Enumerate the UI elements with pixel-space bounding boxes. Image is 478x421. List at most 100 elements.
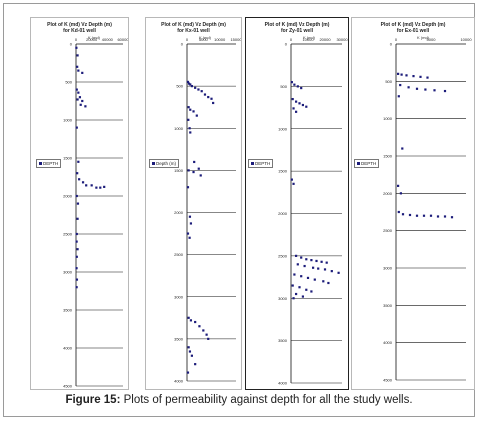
y-tick-label: 1500 — [63, 156, 73, 161]
data-point — [188, 350, 192, 353]
data-point — [298, 286, 301, 289]
data-point — [397, 95, 400, 98]
plot-title-line1: Plot of K (md) Vz Depth (m) — [161, 22, 226, 28]
data-point — [75, 267, 78, 270]
data-point — [212, 101, 215, 105]
y-tick-label: 1500 — [278, 169, 288, 174]
data-point — [76, 248, 79, 251]
plot-title-line2: for Zy-01 well — [281, 28, 313, 34]
data-point — [194, 363, 197, 366]
legend-label: DEPTH — [361, 161, 377, 166]
data-point — [75, 286, 78, 289]
y-tick-label: 0 — [70, 42, 73, 47]
data-point — [193, 160, 196, 164]
y-tick-label: 2000 — [383, 191, 393, 196]
data-point — [79, 103, 82, 106]
data-point — [317, 267, 320, 270]
x-tick-label: 10000 — [214, 37, 226, 42]
data-point — [186, 186, 190, 189]
data-point — [450, 216, 454, 219]
data-point — [76, 202, 80, 205]
data-point — [405, 74, 408, 77]
data-point — [337, 271, 340, 274]
data-point — [293, 273, 296, 276]
y-tick-label: 500 — [65, 80, 72, 85]
plots-panel-row: Plot of K (md) Vz Depth (m) for Kd-01 we… — [9, 9, 477, 390]
caption-text: Plots of permeability against depth for … — [120, 394, 413, 406]
data-point — [407, 86, 410, 89]
data-point — [186, 232, 190, 235]
data-point — [397, 72, 400, 75]
data-point — [310, 259, 313, 262]
data-point — [315, 259, 318, 263]
data-point — [300, 256, 303, 259]
x-tick-label: 5000 — [427, 37, 437, 42]
x-axis-label: K (md) — [417, 35, 429, 40]
data-point — [75, 240, 78, 243]
data-point — [443, 215, 447, 218]
data-point — [323, 268, 327, 271]
y-tick-label: 2000 — [174, 210, 184, 215]
y-tick-label: 500 — [176, 84, 183, 89]
y-tick-label: 3000 — [383, 266, 393, 271]
plot-svg: 0 20000 40000 60000 0 500 1000 1500 2000 2500 3000… — [63, 37, 128, 389]
plot-title-line1: Plot of K (md) Vz Depth (m) — [380, 22, 446, 28]
data-point — [429, 214, 433, 217]
legend-swatch — [251, 162, 254, 166]
y-tick-label: 4000 — [383, 340, 393, 345]
data-point — [192, 170, 195, 174]
legend-label: DEPTH — [255, 161, 271, 166]
data-point — [189, 131, 192, 134]
data-point — [76, 217, 79, 220]
data-point — [400, 73, 403, 76]
figure-frame: Plot of K (md) Vz Depth (m) for Kd-01 we… — [3, 3, 475, 417]
data-point — [77, 160, 80, 163]
data-point — [300, 86, 303, 90]
data-point — [75, 194, 78, 198]
data-point — [187, 316, 190, 319]
data-point — [295, 100, 298, 103]
data-point — [426, 76, 429, 79]
data-point — [419, 75, 422, 78]
y-tick-label: 2500 — [63, 232, 73, 237]
data-point — [296, 85, 299, 88]
data-point — [187, 169, 190, 172]
legend-zy01: DEPTH — [248, 159, 274, 168]
data-point — [292, 107, 295, 110]
y-tick-label: 1500 — [174, 168, 184, 173]
data-point — [189, 83, 192, 86]
data-point — [291, 284, 294, 287]
y-tick-label: 4000 — [278, 381, 288, 386]
data-point — [436, 215, 440, 218]
legend-swatch — [152, 162, 155, 166]
plot-panel-kx01: Plot of K (md) Vz Depth (m) for Kx-01 we… — [145, 17, 242, 390]
y-tick-label: 0 — [390, 42, 393, 47]
y-tick-label: 0 — [285, 42, 288, 47]
data-point — [443, 89, 447, 93]
data-point — [75, 126, 78, 129]
data-point — [81, 71, 84, 74]
data-point — [75, 88, 78, 91]
legend-label: Depth (m) — [156, 161, 177, 166]
x-axis-label: K (md) — [303, 35, 315, 40]
y-tick-label: 3000 — [174, 294, 184, 299]
data-point — [433, 89, 436, 92]
legend-swatch — [39, 162, 42, 166]
data-point — [401, 213, 405, 216]
y-tick-label: 3500 — [174, 336, 184, 341]
plot-panel-kd01: Plot of K (md) Vz Depth (m) for Kd-01 we… — [30, 17, 129, 390]
data-point — [290, 178, 293, 181]
y-tick-label: 1000 — [174, 126, 184, 131]
data-point — [76, 98, 79, 101]
data-point — [192, 110, 195, 113]
data-point — [194, 86, 197, 89]
data-point — [412, 75, 415, 78]
y-tick-label: 1000 — [63, 118, 73, 123]
data-point — [325, 261, 328, 264]
plot-title: Plot of K (md) Vz Depth (m) for Kx-01 we… — [146, 22, 241, 34]
data-point — [189, 222, 193, 225]
y-tick-label: 3500 — [278, 338, 288, 343]
data-point — [322, 280, 325, 283]
data-point — [76, 65, 79, 68]
data-point — [189, 108, 192, 111]
